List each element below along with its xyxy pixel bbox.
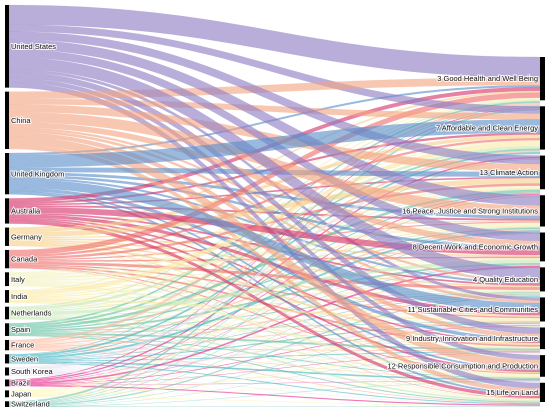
source-label-us: United States xyxy=(11,42,56,51)
target-node-sdg12 xyxy=(540,355,545,377)
target-label-sdg11: 11 Sustainable Cities and Communities xyxy=(408,305,539,314)
link-se-sdg15 xyxy=(8,362,541,405)
source-node-fr xyxy=(5,339,9,351)
source-node-cn xyxy=(5,91,9,150)
target-label-sdg12: 12 Responsible Consumption and Productio… xyxy=(387,362,538,371)
link-nl-sdg8 xyxy=(8,259,541,316)
target-node-sdg15 xyxy=(540,382,545,402)
source-node-ca xyxy=(5,249,9,269)
link-kr-sdg12 xyxy=(8,374,541,381)
source-label-se: Sweden xyxy=(11,354,38,363)
source-node-br xyxy=(5,379,9,387)
link-kr-sdg11 xyxy=(8,323,541,375)
source-label-uk: United Kingdom xyxy=(11,169,64,178)
target-node-sdg4 xyxy=(540,267,545,292)
link-ch-sdg12 xyxy=(8,381,541,407)
sankey-nodes xyxy=(5,5,545,407)
target-label-sdg8: 8 Decent Work and Economic Growth xyxy=(413,243,538,252)
target-label-sdg7: 7 Affordable and Clean Energy xyxy=(436,124,538,133)
link-se-sdg12 xyxy=(8,361,541,381)
source-label-in: India xyxy=(11,292,28,301)
source-node-us xyxy=(5,5,9,88)
source-label-fr: France xyxy=(11,341,34,350)
link-ch-sdg15 xyxy=(8,406,541,408)
link-br-sdg15 xyxy=(8,385,541,406)
source-node-se xyxy=(5,354,9,364)
source-node-es xyxy=(5,323,9,336)
sankey-labels: United States China United Kingdom Australi… xyxy=(10,41,539,410)
target-node-sdg13 xyxy=(540,155,545,190)
link-kr-sdg9 xyxy=(8,351,541,375)
source-node-au xyxy=(5,198,9,224)
source-label-nl: Netherlands xyxy=(11,309,52,318)
link-fr-sdg3 xyxy=(8,102,541,343)
source-node-kr xyxy=(5,367,9,376)
source-label-br: Brazil xyxy=(11,379,30,388)
link-es-sdg9 xyxy=(8,332,541,351)
link-es-sdg13 xyxy=(8,189,541,330)
link-ch-sdg4 xyxy=(8,295,541,407)
source-label-es: Spain xyxy=(11,325,30,334)
target-node-sdg7 xyxy=(540,106,545,150)
source-label-ca: Canada xyxy=(11,255,38,264)
target-node-sdg9 xyxy=(540,327,545,350)
link-kr-sdg15 xyxy=(8,374,541,405)
source-label-cn: China xyxy=(11,116,31,125)
target-node-sdg8 xyxy=(540,232,545,262)
link-br-sdg11 xyxy=(8,325,541,386)
source-label-it: Italy xyxy=(11,275,25,284)
source-node-nl xyxy=(5,306,9,320)
sankey-links xyxy=(8,4,541,408)
target-label-sdg13: 13 Climate Action xyxy=(480,168,538,177)
source-label-ch: Switzerland xyxy=(11,400,50,409)
source-node-ch xyxy=(5,401,9,407)
source-label-jp: Japan xyxy=(11,389,31,398)
link-jp-sdg15 xyxy=(8,396,541,407)
target-label-sdg4: 4 Quality Education xyxy=(473,275,538,284)
link-nl-sdg4 xyxy=(8,291,541,317)
target-label-sdg9: 9 Industry, Innovation and Infrastructur… xyxy=(406,334,538,343)
source-label-kr: South Korea xyxy=(11,367,54,376)
link-jp-sdg4 xyxy=(8,295,541,395)
target-label-sdg16: 16 Peace, Justice and Strong Institution… xyxy=(402,206,538,215)
source-node-it xyxy=(5,272,9,287)
source-label-au: Australia xyxy=(11,207,41,216)
source-node-in xyxy=(5,290,9,303)
source-node-uk xyxy=(5,153,9,195)
source-label-de: Germany xyxy=(11,232,42,241)
target-node-sdg11 xyxy=(540,297,545,322)
target-label-sdg15: 15 Life on Land xyxy=(486,388,538,397)
link-jp-sdg9 xyxy=(8,352,541,397)
source-node-de xyxy=(5,227,9,246)
target-label-sdg3: 3 Good Health and Well Being xyxy=(437,74,538,83)
target-node-sdg3 xyxy=(540,57,545,101)
link-jp-sdg12 xyxy=(8,380,541,397)
target-node-sdg16 xyxy=(540,195,545,227)
source-node-jp xyxy=(5,390,9,398)
